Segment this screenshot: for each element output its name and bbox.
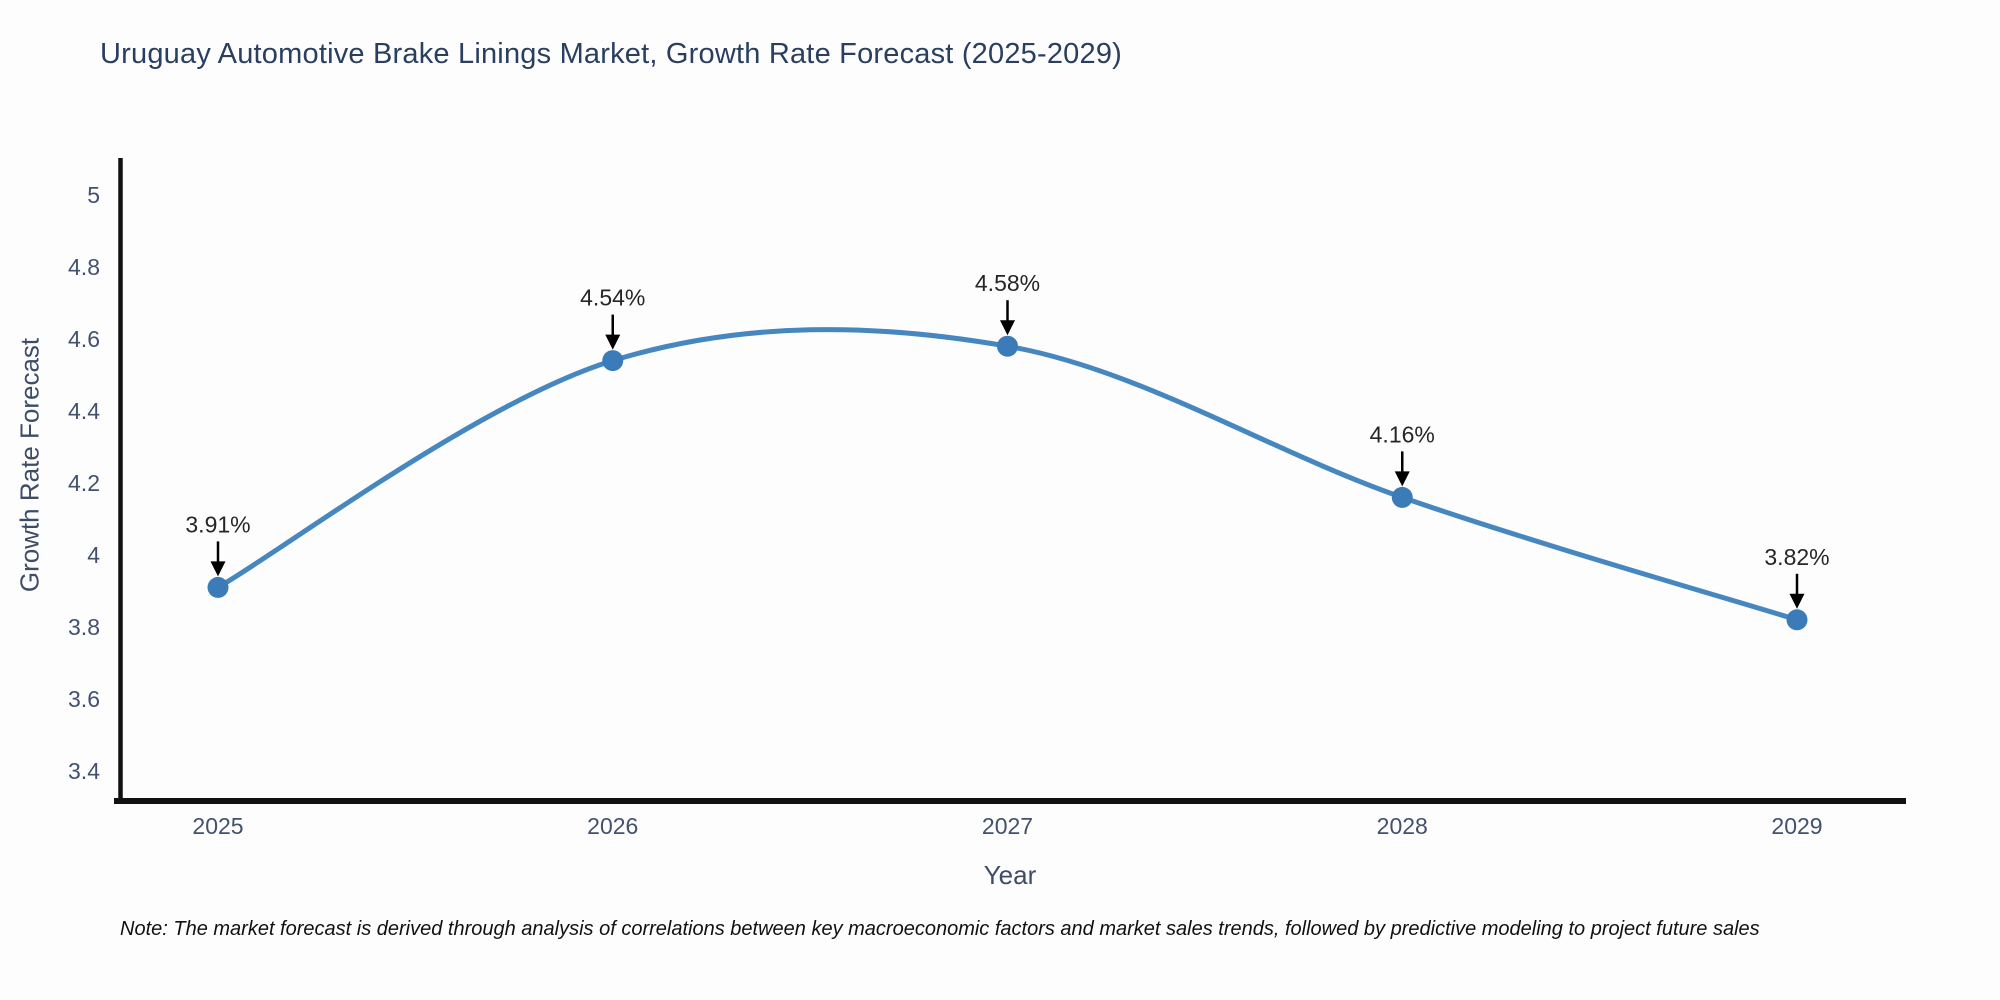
y-axis-tick-label: 3.6	[68, 686, 100, 712]
annotation-arrowhead	[605, 334, 621, 350]
y-axis-tick-label: 4.2	[68, 470, 100, 496]
y-axis-tick-label: 4.8	[68, 254, 100, 280]
data-point-label: 3.82%	[1764, 544, 1829, 570]
y-axis-tick-label: 4	[87, 542, 100, 568]
annotation-arrowhead	[1000, 320, 1015, 336]
annotation-arrowhead	[210, 561, 226, 577]
data-point-label: 4.58%	[975, 270, 1040, 296]
data-point-marker[interactable]	[1786, 609, 1808, 631]
x-axis-title: Year	[983, 860, 1037, 890]
data-point-marker[interactable]	[997, 335, 1018, 357]
data-point-marker[interactable]	[1391, 486, 1413, 508]
annotation-arrowhead	[1789, 593, 1805, 609]
data-point-label: 4.16%	[1370, 421, 1435, 447]
data-point-label: 3.91%	[185, 511, 250, 537]
data-point-marker[interactable]	[207, 576, 229, 598]
data-point-label: 4.54%	[580, 285, 645, 311]
x-axis-tick-label: 2027	[982, 813, 1033, 839]
footnote: Note: The market forecast is derived thr…	[120, 918, 1760, 940]
y-axis-tick-label: 4.4	[68, 398, 100, 424]
y-axis-tick-label: 3.4	[68, 758, 100, 784]
trend-line	[215, 327, 1800, 623]
x-axis-tick-label: 2025	[192, 813, 243, 839]
y-axis-tick-label: 5	[87, 182, 100, 208]
x-axis-tick-label: 2029	[1771, 813, 1822, 839]
y-axis-tick-label: 3.8	[68, 614, 100, 640]
x-axis-tick-label: 2026	[587, 813, 638, 839]
y-axis-tick-label: 4.6	[68, 326, 100, 352]
x-axis-tick-label: 2028	[1377, 813, 1428, 839]
chart-title: Uruguay Automotive Brake Linings Market,…	[100, 38, 1123, 70]
data-point-marker[interactable]	[602, 350, 624, 372]
annotation-arrowhead	[1394, 471, 1410, 487]
y-axis-title: Growth Rate Forecast	[14, 337, 45, 593]
